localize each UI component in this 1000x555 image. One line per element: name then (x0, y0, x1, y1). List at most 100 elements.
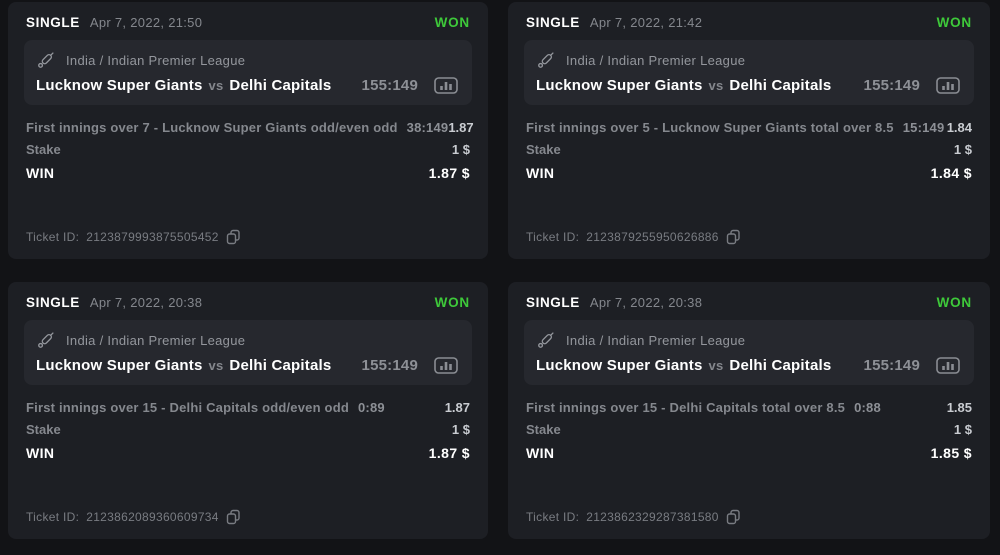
teams-row: Lucknow Super Giants vs Delhi Capitals 1… (36, 77, 458, 94)
stake-label: Stake (526, 142, 561, 157)
match-panel: India / Indian Premier League Lucknow Su… (524, 320, 974, 385)
ticket-header: SINGLE Apr 7, 2022, 20:38 WON (524, 295, 974, 310)
stake-label: Stake (26, 142, 61, 157)
teams-row: Lucknow Super Giants vs Delhi Capitals 1… (536, 77, 960, 94)
away-team: Delhi Capitals (729, 77, 832, 94)
win-row: WIN 1.85 $ (526, 442, 972, 464)
copy-ticket-id-button[interactable] (226, 229, 241, 245)
teams-row: Lucknow Super Giants vs Delhi Capitals 1… (36, 357, 458, 374)
cricket-bat-icon (36, 50, 56, 70)
league-row: India / Indian Premier League (36, 330, 458, 350)
stake-row: Stake 1 $ (26, 419, 470, 441)
cricket-bat-icon (536, 330, 556, 350)
copy-icon (726, 229, 741, 245)
win-label: WIN (526, 165, 555, 181)
status-badge: WON (936, 295, 972, 310)
copy-icon (226, 229, 241, 245)
ticket-id-row: Ticket ID: 2123879255950626886 (524, 229, 974, 245)
copy-ticket-id-button[interactable] (226, 509, 241, 525)
ticket-id-label: Ticket ID: (526, 510, 580, 524)
ticket-id-label: Ticket ID: (526, 230, 580, 244)
league-label: India / Indian Premier League (66, 332, 246, 348)
selection-row: First innings over 7 - Lucknow Super Gia… (26, 117, 474, 139)
vs-label: vs (708, 358, 724, 373)
selection-label: First innings over 15 - Delhi Capitals o… (26, 400, 349, 415)
teams-row: Lucknow Super Giants vs Delhi Capitals 1… (536, 357, 960, 374)
bet-details: First innings over 7 - Lucknow Super Gia… (24, 117, 474, 184)
stake-value: 1 $ (953, 422, 972, 437)
match-score: 155:149 (863, 357, 920, 374)
match-panel: India / Indian Premier League Lucknow Su… (24, 40, 472, 105)
selection-row: First innings over 5 - Lucknow Super Gia… (526, 117, 972, 139)
selection-row: First innings over 15 - Delhi Capitals o… (26, 397, 470, 419)
home-team: Lucknow Super Giants (536, 357, 703, 374)
bar-chart-icon (434, 357, 458, 374)
win-row: WIN 1.84 $ (526, 162, 972, 184)
selection-label: First innings over 7 - Lucknow Super Gia… (26, 120, 398, 135)
bet-details: First innings over 15 - Delhi Capitals o… (24, 397, 472, 464)
selection-row: First innings over 15 - Delhi Capitals t… (526, 397, 972, 419)
ticket-id-row: Ticket ID: 2123862329287381580 (524, 509, 974, 525)
win-value: 1.87 $ (428, 165, 470, 181)
copy-ticket-id-button[interactable] (726, 229, 741, 245)
match-stats-button[interactable] (936, 357, 960, 374)
league-row: India / Indian Premier League (36, 50, 458, 70)
win-value: 1.87 $ (428, 445, 470, 461)
league-label: India / Indian Premier League (566, 332, 746, 348)
bet-type-label: SINGLE (26, 15, 80, 30)
ticket-id-label: Ticket ID: (26, 510, 80, 524)
copy-icon (226, 509, 241, 525)
selection-odds: 1.84 (946, 120, 972, 135)
bar-chart-icon (936, 357, 960, 374)
bet-ticket-card: SINGLE Apr 7, 2022, 21:42 WON India / In… (508, 2, 990, 259)
status-badge: WON (434, 15, 470, 30)
vs-label: vs (708, 78, 724, 93)
bet-details: First innings over 15 - Delhi Capitals t… (524, 397, 974, 464)
stake-row: Stake 1 $ (526, 139, 972, 161)
win-label: WIN (26, 445, 55, 461)
status-badge: WON (434, 295, 470, 310)
selection-score: 38:149 (406, 120, 449, 135)
stake-value: 1 $ (451, 422, 470, 437)
bet-datetime: Apr 7, 2022, 21:42 (589, 15, 703, 30)
match-stats-button[interactable] (434, 357, 458, 374)
copy-ticket-id-button[interactable] (726, 509, 741, 525)
bet-datetime: Apr 7, 2022, 20:38 (89, 295, 203, 310)
stake-label: Stake (26, 422, 61, 437)
win-row: WIN 1.87 $ (26, 162, 470, 184)
ticket-id-value: 2123862329287381580 (586, 510, 719, 524)
vs-label: vs (208, 358, 224, 373)
match-score: 155:149 (361, 357, 418, 374)
ticket-id-value: 2123879255950626886 (586, 230, 719, 244)
match-stats-button[interactable] (434, 77, 458, 94)
bar-chart-icon (936, 77, 960, 94)
bet-type-label: SINGLE (526, 295, 580, 310)
ticket-id-row: Ticket ID: 2123862089360609734 (24, 509, 472, 525)
selection-odds: 1.87 (444, 400, 470, 415)
ticket-header: SINGLE Apr 7, 2022, 20:38 WON (24, 295, 472, 310)
bar-chart-icon (434, 77, 458, 94)
ticket-id-value: 2123862089360609734 (86, 510, 219, 524)
league-row: India / Indian Premier League (536, 330, 960, 350)
bet-history-grid: SINGLE Apr 7, 2022, 21:50 WON India / In… (8, 2, 990, 539)
match-score: 155:149 (863, 77, 920, 94)
bet-datetime: Apr 7, 2022, 20:38 (589, 295, 703, 310)
win-label: WIN (26, 165, 55, 181)
selection-score: 15:149 (902, 120, 945, 135)
match-panel: India / Indian Premier League Lucknow Su… (524, 40, 974, 105)
match-panel: India / Indian Premier League Lucknow Su… (24, 320, 472, 385)
win-value: 1.85 $ (930, 445, 972, 461)
stake-label: Stake (526, 422, 561, 437)
bet-ticket-card: SINGLE Apr 7, 2022, 20:38 WON India / In… (508, 282, 990, 539)
match-stats-button[interactable] (936, 77, 960, 94)
selection-label: First innings over 5 - Lucknow Super Gia… (526, 120, 894, 135)
bet-datetime: Apr 7, 2022, 21:50 (89, 15, 203, 30)
selection-odds: 1.85 (946, 400, 972, 415)
league-label: India / Indian Premier League (66, 52, 246, 68)
ticket-header: SINGLE Apr 7, 2022, 21:50 WON (24, 15, 472, 30)
bet-type-label: SINGLE (526, 15, 580, 30)
league-row: India / Indian Premier League (536, 50, 960, 70)
bet-ticket-card: SINGLE Apr 7, 2022, 20:38 WON India / In… (8, 282, 488, 539)
bet-details: First innings over 5 - Lucknow Super Gia… (524, 117, 974, 184)
stake-row: Stake 1 $ (26, 139, 470, 161)
